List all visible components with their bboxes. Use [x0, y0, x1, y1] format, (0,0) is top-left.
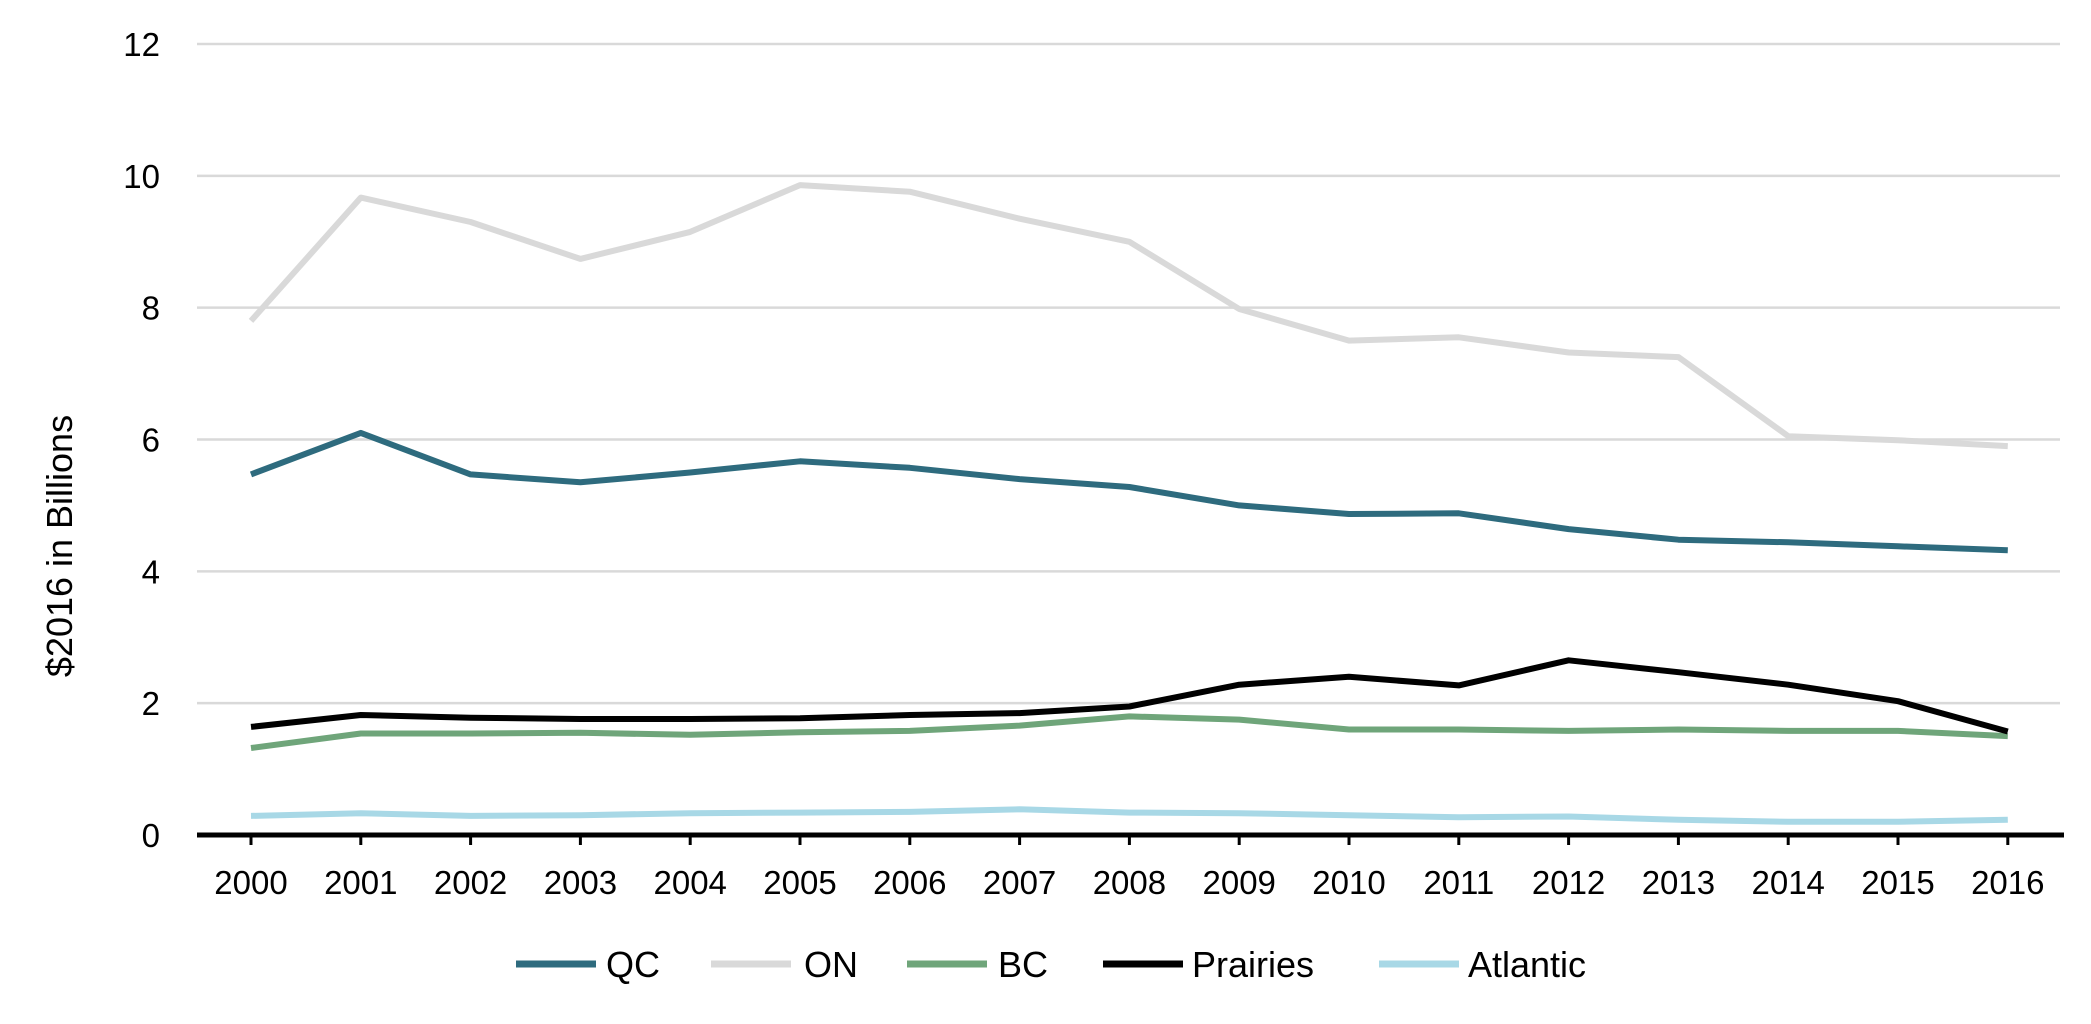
legend-label: BC [998, 944, 1048, 985]
x-tick-label: 2003 [544, 864, 617, 901]
legend-label: ON [804, 944, 858, 985]
x-tick-label: 2007 [983, 864, 1056, 901]
series-lines [248, 182, 2009, 825]
series-line-on [248, 182, 2008, 450]
y-axis-ticks: 0 2 4 6 8 10 12 [123, 26, 160, 854]
y-tick-label: 4 [142, 553, 160, 590]
x-tick-label: 2014 [1751, 864, 1824, 901]
x-tick-label: 2011 [1423, 864, 1494, 901]
y-tick-label: 2 [142, 685, 160, 722]
y-tick-label: 12 [123, 26, 160, 63]
series-line-prairies [250, 657, 2009, 735]
y-axis-label: $2016 in Billions [39, 415, 80, 677]
x-tick-label: 2005 [763, 864, 836, 901]
x-tick-label: 2009 [1202, 864, 1275, 901]
legend-label: Prairies [1192, 944, 1314, 985]
x-tick-label: 2006 [873, 864, 946, 901]
legend-item-bc: BC [907, 944, 1048, 985]
x-axis-ticks: 2000 2001 2002 2003 2004 2005 2006 2007 2008 2009… [214, 864, 2044, 901]
legend-item-atlantic: Atlantic [1379, 944, 1586, 985]
legend-label: Atlantic [1468, 944, 1586, 985]
x-tick-label: 2016 [1971, 864, 2044, 901]
x-tick-label: 2012 [1532, 864, 1605, 901]
series-line-atlantic [250, 806, 2008, 825]
x-tick-label: 2013 [1642, 864, 1715, 901]
legend-label: QC [606, 944, 660, 985]
legend: QC ON BC Prairies Atlantic [516, 944, 1586, 985]
series-line-bc [250, 713, 2008, 751]
x-tick-label: 2004 [653, 864, 726, 901]
x-tick-label: 2001 [324, 864, 397, 901]
x-axis [197, 832, 2064, 845]
x-tick-label: 2002 [434, 864, 507, 901]
legend-item-qc: QC [516, 944, 660, 985]
y-tick-label: 0 [142, 817, 160, 854]
gridlines [197, 42, 2060, 705]
y-tick-label: 6 [142, 422, 160, 459]
x-tick-label: 2015 [1861, 864, 1934, 901]
y-tick-label: 8 [142, 290, 160, 327]
legend-item-prairies: Prairies [1103, 944, 1314, 985]
x-tick-label: 2000 [214, 864, 287, 901]
y-tick-label: 10 [123, 158, 160, 195]
x-tick-label: 2008 [1093, 864, 1166, 901]
legend-item-on: ON [711, 944, 858, 985]
series-line-qc [249, 429, 2008, 554]
x-tick-label: 2010 [1312, 864, 1385, 901]
